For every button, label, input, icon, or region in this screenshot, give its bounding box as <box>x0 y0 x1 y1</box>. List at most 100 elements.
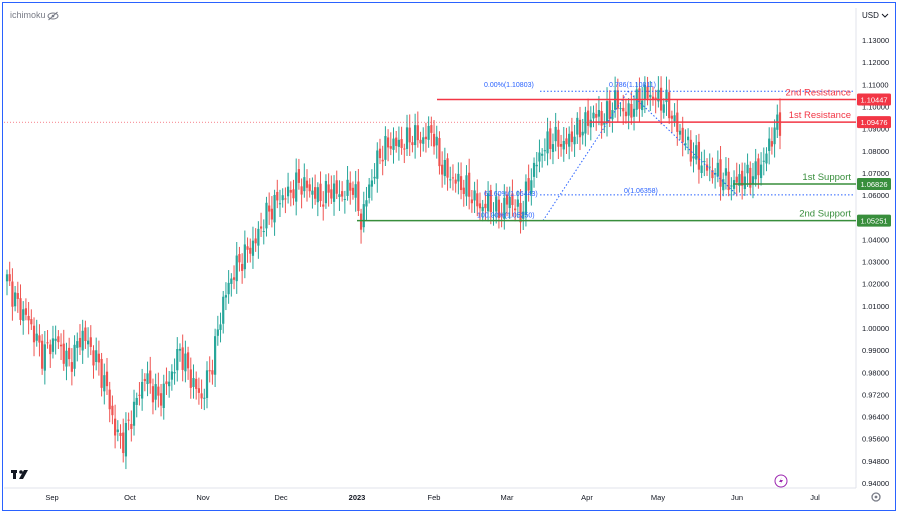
lightning-icon[interactable] <box>774 474 788 488</box>
candle-body <box>214 336 217 375</box>
candle-body <box>265 202 268 229</box>
candle-body <box>768 138 771 151</box>
candle-body <box>216 329 219 336</box>
price-tick-label: 1.11000 <box>862 80 889 89</box>
support-price-label: 1.06826 <box>860 180 887 189</box>
time-axis[interactable]: Sep Oct Nov Dec 2023 Feb Mar Apr May Jun Jul <box>45 493 820 502</box>
candle-body <box>746 164 749 174</box>
candle-body <box>54 338 57 341</box>
support-price-badge <box>857 214 891 227</box>
gear-icon[interactable] <box>871 492 881 502</box>
candle-body <box>14 292 17 307</box>
candle-body <box>49 344 52 355</box>
candle-body <box>557 129 560 147</box>
candle-body <box>65 350 68 367</box>
candle-body <box>468 172 471 197</box>
candle-body <box>727 171 730 191</box>
candle-body <box>162 383 165 408</box>
candle-body <box>392 138 395 150</box>
time-tick-label: Jul <box>810 493 820 502</box>
resistance-price-label: 1.09476 <box>860 118 887 127</box>
candle-body <box>273 194 276 223</box>
candle-body <box>624 111 628 117</box>
candle-body <box>454 179 457 184</box>
candle-body <box>92 350 95 366</box>
candle-body <box>219 324 222 330</box>
candle-body <box>230 278 233 284</box>
candle-body <box>438 138 441 167</box>
candle-body <box>24 308 28 315</box>
candle-body <box>441 164 444 175</box>
candle-body <box>165 381 168 385</box>
tradingview-logo <box>11 470 28 479</box>
candle-body <box>719 159 722 187</box>
candle-body <box>678 130 682 135</box>
candle-body <box>486 193 490 212</box>
candle-body <box>581 131 584 136</box>
currency-label[interactable]: USD <box>862 11 879 20</box>
eye-slash-icon[interactable] <box>47 11 59 21</box>
candle-body <box>73 344 76 369</box>
candle-body <box>30 319 33 325</box>
candle-body <box>435 136 438 146</box>
candle-body <box>227 282 230 295</box>
candle-body <box>451 177 455 179</box>
candle-body <box>649 94 652 98</box>
time-tick-label: Oct <box>124 493 137 502</box>
chevron-down-icon[interactable] <box>881 13 889 18</box>
candle-body <box>443 159 446 177</box>
candle-body <box>600 110 603 126</box>
candle-body <box>151 386 155 403</box>
candle-body <box>641 100 644 111</box>
candle-body <box>478 203 482 209</box>
candle-body <box>681 127 684 143</box>
candle-body <box>605 101 609 124</box>
candle-body <box>700 165 703 174</box>
candle-body <box>284 198 287 200</box>
candle-body <box>608 100 611 119</box>
candle-body <box>238 254 241 263</box>
candle-body <box>343 198 346 200</box>
support-resistance-levels: 2nd Resistance 1.10447 1st Resistance 1.094… <box>4 88 891 227</box>
price-tick-label: 1.12000 <box>862 58 889 67</box>
candle-body <box>357 181 360 211</box>
candle-body <box>724 168 728 176</box>
candle-body <box>535 164 538 167</box>
candle-body <box>81 330 84 351</box>
candle-body <box>203 397 206 399</box>
candle-body <box>481 206 484 212</box>
candle-body <box>303 177 306 192</box>
candle-body <box>249 247 252 254</box>
candle-body <box>562 140 565 150</box>
price-tick-label: 1.06000 <box>862 191 889 200</box>
candle-body <box>743 176 746 190</box>
candle-body <box>5 274 9 282</box>
time-tick-label: 2023 <box>349 493 366 502</box>
candle-body <box>38 335 41 343</box>
candle-body <box>100 358 103 388</box>
candle-body <box>546 131 549 154</box>
candle-body <box>224 295 228 298</box>
candle-body <box>432 133 436 147</box>
candle-body <box>473 190 476 201</box>
candle-body <box>370 180 373 187</box>
candle-body <box>176 349 179 371</box>
candle-body <box>419 139 422 144</box>
price-tick-label: 1.02000 <box>862 280 889 289</box>
candle-body <box>573 136 576 145</box>
candle-body <box>414 125 417 146</box>
candle-body <box>459 176 463 191</box>
candle-body <box>489 190 492 213</box>
candle-body <box>597 110 601 117</box>
candle-body <box>57 336 60 343</box>
candle-body <box>89 337 92 347</box>
candle-body <box>368 184 371 198</box>
candle-body <box>622 107 625 112</box>
candle-body <box>208 370 211 372</box>
candle-body <box>551 144 555 152</box>
candle-body <box>141 381 144 399</box>
support-price-label: 1.05251 <box>860 217 887 226</box>
candle-body <box>422 137 425 144</box>
candle-body <box>386 137 390 148</box>
